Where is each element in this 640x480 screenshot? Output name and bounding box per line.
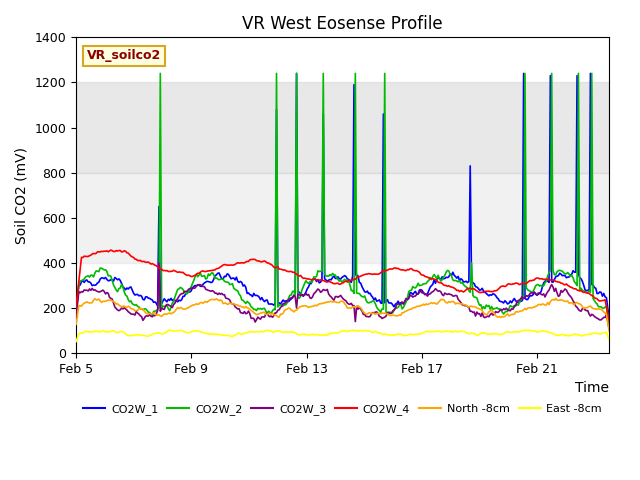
- Bar: [76, 83, 609, 173]
- Y-axis label: Soil CO2 (mV): Soil CO2 (mV): [15, 147, 29, 244]
- X-axis label: Time: Time: [575, 382, 609, 396]
- Bar: [76, 173, 609, 263]
- Text: VR_soilco2: VR_soilco2: [87, 49, 161, 62]
- Title: VR West Eosense Profile: VR West Eosense Profile: [243, 15, 443, 33]
- Legend: CO2W_1, CO2W_2, CO2W_3, CO2W_4, North -8cm, East -8cm: CO2W_1, CO2W_2, CO2W_3, CO2W_4, North -8…: [79, 400, 607, 420]
